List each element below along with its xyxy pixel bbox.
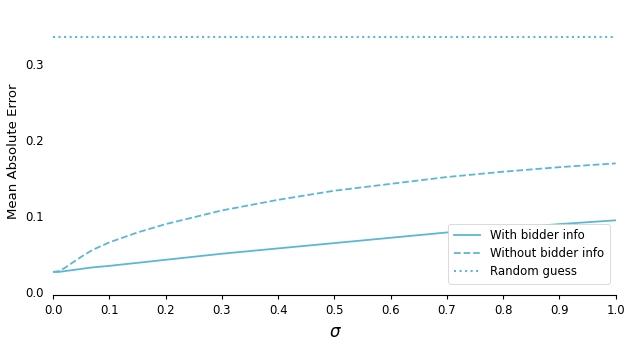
- With bidder info: [134, 261, 142, 265]
- Without bidder info: [612, 161, 619, 165]
- Line: Without bidder info: Without bidder info: [53, 163, 616, 272]
- Without bidder info: [190, 215, 198, 219]
- Without bidder info: [331, 189, 338, 193]
- Without bidder info: [106, 240, 113, 244]
- Without bidder info: [387, 182, 394, 186]
- Without bidder info: [162, 222, 169, 226]
- Y-axis label: Mean Absolute Error: Mean Absolute Error: [7, 84, 20, 219]
- With bidder info: [612, 218, 619, 222]
- With bidder info: [331, 241, 338, 245]
- With bidder info: [88, 265, 96, 269]
- X-axis label: σ: σ: [329, 323, 339, 341]
- Without bidder info: [61, 266, 68, 270]
- With bidder info: [443, 230, 451, 235]
- With bidder info: [274, 246, 282, 251]
- Without bidder info: [499, 169, 507, 174]
- Without bidder info: [78, 255, 85, 259]
- Without bidder info: [274, 198, 282, 202]
- With bidder info: [387, 236, 394, 240]
- Line: With bidder info: With bidder info: [53, 220, 616, 272]
- Without bidder info: [66, 262, 74, 267]
- Without bidder info: [49, 270, 57, 274]
- With bidder info: [499, 227, 507, 231]
- With bidder info: [61, 269, 68, 273]
- With bidder info: [49, 270, 57, 274]
- With bidder info: [556, 222, 563, 226]
- Without bidder info: [218, 208, 226, 213]
- With bidder info: [190, 255, 198, 259]
- Without bidder info: [443, 175, 451, 179]
- Without bidder info: [134, 230, 142, 235]
- With bidder info: [106, 264, 113, 268]
- With bidder info: [78, 267, 85, 271]
- With bidder info: [55, 270, 63, 274]
- With bidder info: [162, 258, 169, 262]
- Without bidder info: [556, 165, 563, 169]
- Legend: With bidder info, Without bidder info, Random guess: With bidder info, Without bidder info, R…: [449, 223, 610, 284]
- Without bidder info: [88, 248, 96, 252]
- With bidder info: [218, 252, 226, 256]
- With bidder info: [66, 268, 74, 272]
- Without bidder info: [55, 269, 63, 273]
